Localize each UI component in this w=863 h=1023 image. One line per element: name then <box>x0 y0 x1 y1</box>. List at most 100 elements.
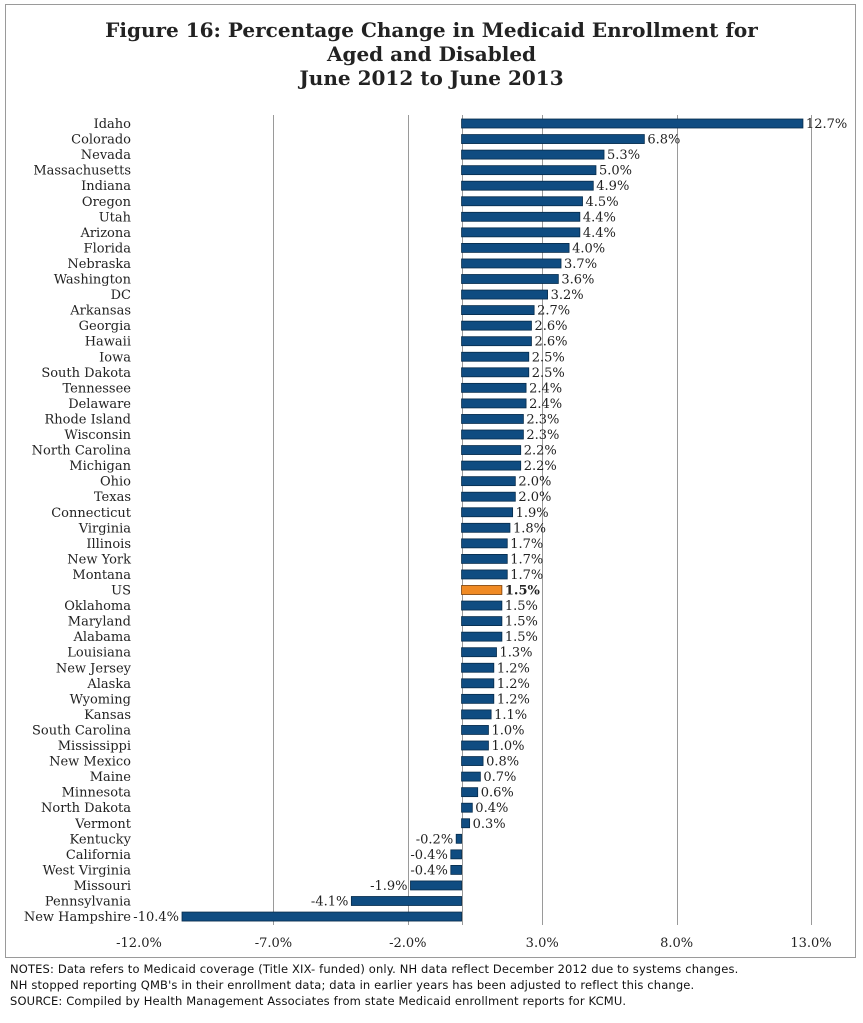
category-label: Utah <box>99 210 132 225</box>
value-label: 2.5% <box>532 366 565 381</box>
bar <box>461 678 495 689</box>
bar <box>461 149 605 160</box>
category-label: Missouri <box>74 879 131 894</box>
bar <box>461 802 473 813</box>
category-label: New Hampshire <box>24 910 131 925</box>
bar <box>461 709 492 720</box>
bars <box>181 118 804 922</box>
bar <box>181 911 462 922</box>
value-label: 4.4% <box>583 210 616 225</box>
notes-block: NOTES: Data refers to Medicaid coverage … <box>10 961 860 1009</box>
bar <box>461 289 548 300</box>
category-label: North Carolina <box>32 444 132 459</box>
category-label: New Mexico <box>49 755 131 770</box>
bar <box>461 725 489 735</box>
category-label: Iowa <box>99 350 131 365</box>
bar <box>461 538 508 549</box>
value-label: 1.7% <box>510 552 543 567</box>
value-label: 0.7% <box>483 770 516 785</box>
bar-us-highlight <box>461 585 503 595</box>
category-label: Idaho <box>94 117 132 132</box>
category-label: Nevada <box>81 148 131 163</box>
value-label: 1.2% <box>497 661 530 676</box>
value-label: 1.7% <box>510 537 543 552</box>
bar <box>461 662 495 673</box>
bar <box>450 865 462 875</box>
value-label: 2.6% <box>534 335 567 350</box>
bar <box>461 134 645 144</box>
category-label: West Virginia <box>43 863 132 878</box>
category-label: New Jersey <box>56 661 132 676</box>
x-tick-label: 3.0% <box>526 936 559 951</box>
bar <box>461 196 583 207</box>
category-label: Wyoming <box>70 692 131 707</box>
value-label: -0.4% <box>410 848 447 863</box>
bar <box>461 460 522 471</box>
value-label: 4.4% <box>583 226 616 241</box>
value-label: 4.9% <box>596 179 629 194</box>
value-label: -0.4% <box>410 863 447 878</box>
value-label: 1.5% <box>505 615 538 630</box>
notes-line-3: SOURCE: Compiled by Health Management As… <box>10 994 627 1008</box>
bar <box>461 367 530 378</box>
category-label: Oklahoma <box>64 599 131 614</box>
bar <box>461 118 804 129</box>
category-label: Georgia <box>79 319 132 334</box>
chart-title-line-2: Aged and Disabled <box>326 42 537 66</box>
bar <box>461 414 524 424</box>
bar <box>410 880 462 891</box>
value-label: 2.3% <box>526 412 559 427</box>
x-axis-tick-labels: -12.0% -7.0% -2.0% 3.0% 8.0% 13.0% <box>116 936 832 951</box>
category-label: South Carolina <box>32 723 131 738</box>
notes-line-2: NH stopped reporting QMB's in their enro… <box>10 978 695 992</box>
value-label: 1.5% <box>505 630 538 645</box>
value-label: 2.2% <box>524 444 557 459</box>
category-label: North Dakota <box>41 801 131 816</box>
category-label: Alaska <box>86 677 131 692</box>
chart-title-line-3: June 2012 to June 2013 <box>299 66 564 90</box>
category-label: Delaware <box>68 397 131 412</box>
x-tick-label: -2.0% <box>389 936 426 951</box>
category-label: Wisconsin <box>64 428 131 443</box>
value-label: 0.8% <box>486 755 519 770</box>
value-label: 4.0% <box>572 241 605 256</box>
value-label: 1.1% <box>494 708 527 723</box>
value-label: 3.7% <box>564 257 597 272</box>
value-label: 2.7% <box>537 304 570 319</box>
value-label: 4.5% <box>586 195 619 210</box>
category-label: Pennsylvania <box>45 895 131 910</box>
category-label: Montana <box>72 568 131 583</box>
value-label: -1.9% <box>370 879 407 894</box>
value-label: 2.2% <box>524 459 557 474</box>
bar <box>461 771 481 782</box>
value-label: 3.2% <box>551 288 584 303</box>
bar <box>461 258 562 269</box>
category-labels: IdahoColoradoNevadaMassachusettsIndianaO… <box>24 117 132 925</box>
category-label: Washington <box>54 273 132 288</box>
value-label: 1.2% <box>497 692 530 707</box>
bar <box>461 305 535 316</box>
figure-frame <box>5 4 856 958</box>
bar <box>461 522 511 533</box>
value-label: 0.4% <box>475 801 508 816</box>
bar <box>461 320 532 331</box>
value-label: 1.7% <box>510 568 543 583</box>
value-label: 2.4% <box>529 397 562 412</box>
category-label: New York <box>67 552 131 567</box>
category-label: Tennessee <box>62 381 131 396</box>
category-label: DC <box>111 288 131 303</box>
bar <box>461 336 532 347</box>
bar <box>461 242 570 253</box>
category-label: Maryland <box>68 615 131 630</box>
category-label: California <box>66 848 131 863</box>
value-label: -0.2% <box>416 832 453 847</box>
value-label: 1.2% <box>497 677 530 692</box>
bar <box>461 818 471 829</box>
bar <box>461 165 597 176</box>
category-label: Connecticut <box>51 506 132 521</box>
value-labels: 12.7%6.8%5.3%5.0%4.9%4.5%4.4%4.4%4.0%3.7… <box>133 117 847 925</box>
bar <box>461 476 516 487</box>
category-label: Louisiana <box>67 646 131 661</box>
bar <box>461 227 581 238</box>
category-label: Rhode Island <box>44 412 131 427</box>
